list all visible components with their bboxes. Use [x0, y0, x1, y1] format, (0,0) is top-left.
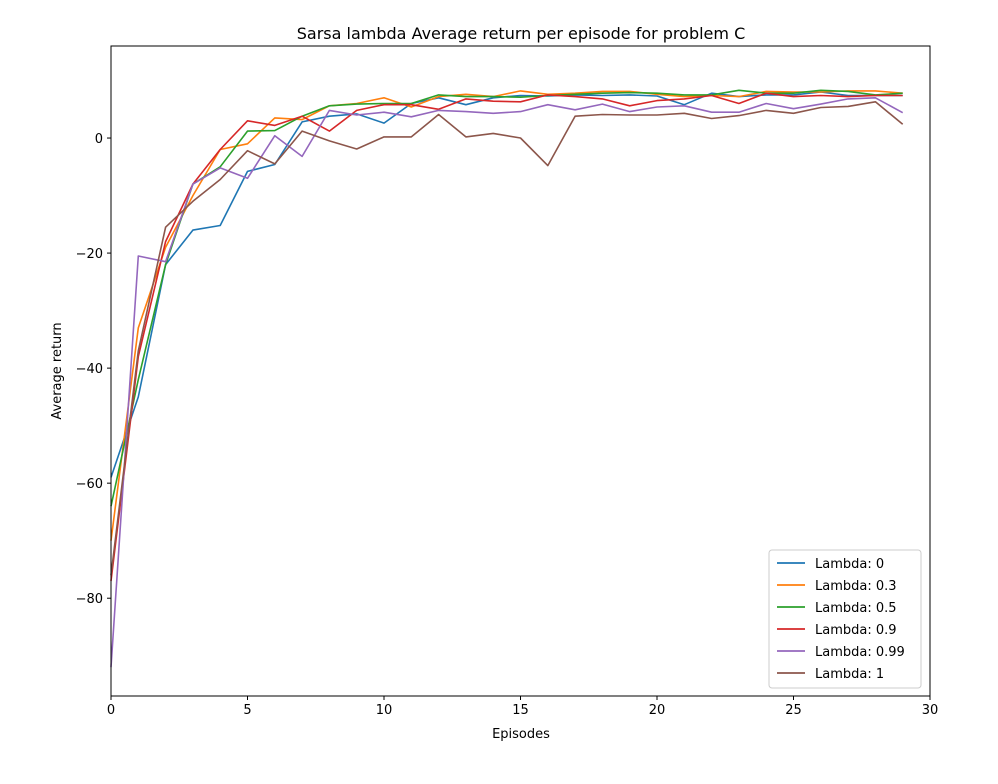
x-tick-label: 25	[785, 703, 802, 718]
y-tick-label: −60	[76, 477, 103, 492]
legend: Lambda: 0 Lambda: 0.3 Lambda: 0.5 Lambda: 0…	[768, 549, 922, 689]
plot-lines	[110, 89, 904, 668]
legend-label: Lambda: 1	[815, 667, 884, 682]
legend-label: Lambda: 0.99	[815, 645, 905, 660]
legend-label: Lambda: 0.5	[815, 601, 897, 616]
y-tick-label: 0	[95, 132, 103, 147]
legend-label: Lambda: 0.3	[815, 579, 897, 594]
y-axis-ticks: −80 −60 −40 −20 0	[76, 132, 111, 607]
x-tick-label: 15	[512, 703, 529, 718]
legend-label: Lambda: 0	[815, 557, 884, 572]
series-line-lambda-0-5	[110, 89, 903, 507]
series-line-lambda-0-3	[110, 90, 903, 541]
x-tick-label: 20	[649, 703, 666, 718]
legend-label: Lambda: 0.9	[815, 623, 897, 638]
x-axis-ticks: 0 5 10 15 20 25 30	[107, 696, 938, 718]
series-line-lambda-0	[110, 91, 903, 478]
series-line-lambda-0-9	[110, 92, 903, 582]
x-tick-label: 5	[243, 703, 251, 718]
x-tick-label: 30	[922, 703, 939, 718]
series-line-lambda-1	[110, 101, 904, 576]
x-tick-label: 0	[107, 703, 115, 718]
x-axis-label: Episodes	[492, 727, 550, 742]
y-tick-label: −80	[76, 592, 103, 607]
y-tick-label: −40	[76, 362, 103, 377]
chart-title: Sarsa lambda Average return per episode …	[297, 24, 745, 43]
legend-box	[768, 549, 922, 689]
y-axis-label: Average return	[50, 322, 65, 419]
y-tick-label: −20	[76, 247, 103, 262]
series-line-lambda-0-99	[110, 97, 904, 668]
x-tick-label: 10	[376, 703, 393, 718]
